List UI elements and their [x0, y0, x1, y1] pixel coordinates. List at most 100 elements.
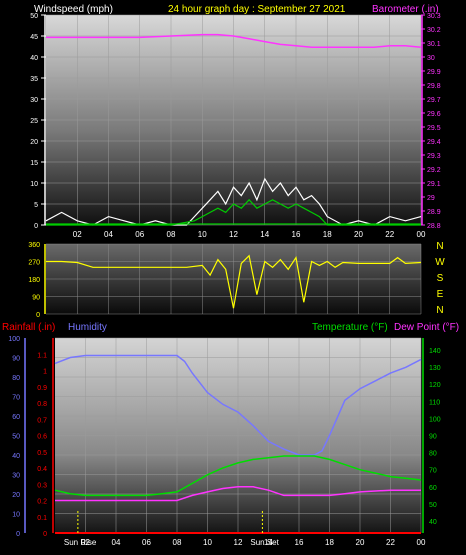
- dewpoint-axis-title: Dew Point (°F): [394, 322, 459, 333]
- direction-panel-series: [46, 254, 422, 309]
- rainfall-tick-label: 0.7: [37, 417, 47, 424]
- barometer-tick-label: 29.2: [427, 167, 441, 174]
- direction-tick-label: 180: [28, 277, 40, 284]
- rainfall-ticks: 0 0.1 0.2 0.3 0.4 0.5 0.6 0.7 0.8 0.9 1 1.1: [37, 338, 54, 538]
- series-dew-point: [55, 486, 421, 502]
- temperature-tick-label: 90: [429, 434, 437, 441]
- windspeed-tick-label: 50: [30, 13, 38, 20]
- rainfall-tick-label: 0.4: [37, 466, 47, 473]
- hour-tick-label: 16: [292, 230, 301, 239]
- barometer-tick-label: 28.9: [427, 209, 441, 216]
- temperature-tick-label: 70: [429, 468, 437, 475]
- direction-degree-ticks: 0 90 180 270 360: [28, 242, 46, 319]
- rainfall-tick-label: 1.1: [37, 352, 47, 359]
- hour-tick-label: 04: [104, 230, 113, 239]
- windspeed-tick-label: 45: [30, 34, 38, 41]
- temp-panel-series: [54, 354, 422, 534]
- hour-tick-label: 20: [354, 230, 363, 239]
- compass-n: N: [436, 305, 443, 316]
- direction-tick-label: 90: [32, 295, 40, 302]
- hour-tick-label: 14: [264, 538, 273, 547]
- series-temperature: [54, 455, 422, 497]
- rainfall-tick-label: 0.3: [37, 482, 47, 489]
- barometer-tick-label: 29.9: [427, 69, 441, 76]
- hour-tick-label: 06: [135, 230, 144, 239]
- wind-panel-hour-ticks: 02 04 06 08 10 12 14 16 18 20 22 00: [73, 230, 426, 239]
- barometer-tick-label: 30.2: [427, 27, 441, 34]
- hour-tick-label: 18: [325, 538, 334, 547]
- hour-tick-label: 14: [260, 230, 269, 239]
- windspeed-tick-label: 15: [30, 160, 38, 167]
- humidity-tick-label: 70: [12, 395, 20, 402]
- temp-panel-hour-ticks: 02 04 06 08 10 12 14 16 18 20 22 00: [81, 538, 426, 547]
- direction-tick-label: 270: [28, 260, 40, 267]
- temperature-tick-label: 80: [429, 451, 437, 458]
- hour-tick-label: 06: [142, 538, 151, 547]
- temperature-tick-label: 100: [429, 416, 441, 423]
- barometer-tick-label: 29.1: [427, 181, 441, 188]
- sunrise-label: Sun Rise: [64, 538, 97, 547]
- humidity-tick-label: 100: [8, 336, 20, 343]
- barometer-axis-title: Barometer (.in): [372, 4, 439, 15]
- compass-w: W: [435, 257, 445, 268]
- rainfall-tick-label: 0.2: [37, 499, 47, 506]
- compass-e: E: [437, 289, 444, 300]
- hour-tick-label: 10: [203, 538, 212, 547]
- windspeed-tick-label: 35: [30, 76, 38, 83]
- rainfall-tick-label: 0.6: [37, 434, 47, 441]
- humidity-tick-label: 0: [16, 531, 20, 538]
- hour-tick-label: 22: [385, 230, 394, 239]
- sunset-label: Sun Set: [250, 538, 279, 547]
- direction-tick-label: 0: [36, 312, 40, 319]
- humidity-tick-label: 90: [12, 356, 20, 363]
- windspeed-tick-label: 30: [30, 97, 38, 104]
- barometer-tick-label: 28.8: [427, 223, 441, 230]
- rainfall-tick-label: 0.1: [37, 515, 47, 522]
- series-wind-direction: [46, 254, 422, 309]
- temperature-tick-label: 130: [429, 365, 441, 372]
- hour-tick-label: 08: [173, 538, 182, 547]
- rainfall-axis-title: Rainfall (.in): [2, 322, 55, 333]
- barometer-tick-label: 29.5: [427, 125, 441, 132]
- barometer-ticks: 28.8 28.9 29 29.1 29.2 29.3 29.4 29.5 29.6 29.7 29…: [421, 13, 441, 230]
- wind-panel-series: [45, 33, 422, 226]
- temperature-tick-label: 50: [429, 502, 437, 509]
- barometer-tick-label: 30.3: [427, 13, 441, 20]
- hour-tick-label: 20: [356, 538, 365, 547]
- humidity-axis-title: Humidity: [68, 322, 107, 333]
- hour-tick-label: 02: [73, 230, 82, 239]
- barometer-tick-label: 29.4: [427, 139, 441, 146]
- humidity-tick-label: 50: [12, 434, 20, 441]
- temperature-tick-label: 120: [429, 382, 441, 389]
- windspeed-axis-title: Windspeed (mph): [34, 4, 113, 15]
- windspeed-tick-label: 20: [30, 139, 38, 146]
- hour-tick-label: 10: [198, 230, 207, 239]
- temp-panel-grid: [55, 337, 422, 534]
- hour-tick-label: 00: [417, 230, 426, 239]
- hour-tick-label: 08: [167, 230, 176, 239]
- rainfall-tick-label: 0.9: [37, 385, 47, 392]
- temperature-tick-label: 110: [429, 399, 440, 406]
- compass-n: N: [436, 241, 443, 252]
- temperature-tick-label: 140: [429, 348, 441, 355]
- wind-panel-grid: [46, 14, 422, 226]
- humidity-tick-label: 10: [12, 512, 20, 519]
- hour-tick-label: 02: [81, 538, 90, 547]
- windspeed-tick-label: 5: [34, 202, 38, 209]
- series-humidity: [54, 354, 422, 456]
- barometer-tick-label: 30: [427, 55, 435, 62]
- windspeed-tick-label: 0: [34, 223, 38, 230]
- barometer-tick-label: 29.3: [427, 153, 441, 160]
- direction-tick-label: 360: [28, 242, 40, 249]
- rainfall-tick-label: 0.5: [37, 450, 47, 457]
- chart-title: 24 hour graph day : September 27 2021: [168, 4, 346, 15]
- rainfall-tick-label: 0.8: [37, 401, 47, 408]
- humidity-ticks: 0 10 20 30 40 50 60 70 80 90 100: [8, 336, 26, 538]
- humidity-tick-label: 40: [12, 453, 20, 460]
